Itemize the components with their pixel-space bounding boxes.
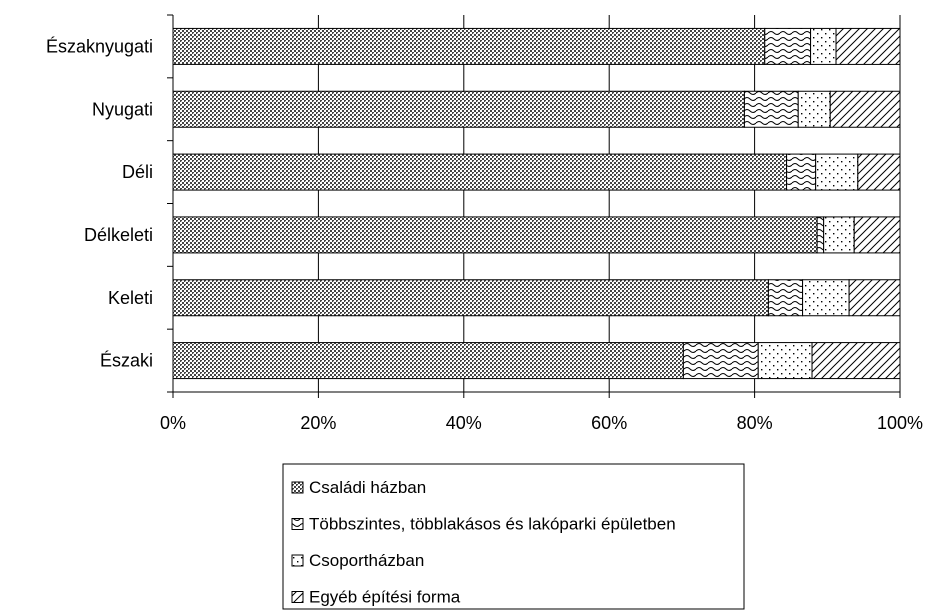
bar-segment bbox=[823, 216, 855, 254]
legend-swatch bbox=[291, 518, 304, 530]
bar-segment bbox=[172, 27, 766, 65]
bar-segment bbox=[172, 216, 818, 254]
bar-segment bbox=[786, 153, 817, 191]
category-label: Északi bbox=[100, 351, 153, 371]
x-tick-label: 100% bbox=[877, 413, 923, 433]
legend-label: Többszintes, többlakásos és lakóparki ép… bbox=[309, 515, 676, 534]
legend-swatch bbox=[291, 591, 304, 603]
bar-segment bbox=[848, 279, 901, 317]
gridlines bbox=[317, 15, 901, 392]
x-tick-label: 80% bbox=[737, 413, 773, 433]
x-tick-label: 20% bbox=[300, 413, 336, 433]
bar-segment bbox=[853, 216, 901, 254]
legend-swatch bbox=[291, 481, 304, 494]
axes bbox=[167, 14, 901, 398]
category-label: Nyugati bbox=[92, 99, 153, 119]
legend-label: Családi házban bbox=[309, 478, 426, 497]
bar-segment bbox=[682, 342, 759, 380]
bar-segment bbox=[743, 90, 799, 128]
bar-segment bbox=[764, 27, 812, 65]
category-label: Északnyugati bbox=[46, 36, 153, 56]
bar-segment bbox=[810, 27, 837, 65]
legend-box bbox=[282, 463, 745, 610]
bar-segment bbox=[757, 342, 813, 380]
bar-segment bbox=[835, 27, 901, 65]
x-tick-label: 40% bbox=[446, 413, 482, 433]
bar-segment bbox=[172, 279, 769, 317]
category-label: Déli bbox=[122, 162, 153, 182]
legend-label: Csoportházban bbox=[309, 551, 424, 570]
bar-segment bbox=[815, 153, 859, 191]
bar-segment bbox=[172, 342, 684, 380]
x-tick-label: 60% bbox=[591, 413, 627, 433]
legend: Családi házban Többszintes, többlakásos é… bbox=[282, 463, 745, 610]
legend-label: Egyéb építési forma bbox=[309, 588, 461, 607]
bar-segment bbox=[829, 90, 901, 128]
bar-segment bbox=[797, 90, 831, 128]
bar-segment bbox=[802, 279, 850, 317]
category-labels: Északnyugati Nyugati Déli Délkeleti Keleti És… bbox=[46, 36, 153, 370]
x-tick-labels: 0% 20% 40% 60% 80% 100% bbox=[160, 413, 923, 433]
bars bbox=[172, 27, 901, 380]
bar-segment bbox=[857, 153, 901, 191]
bar-segment bbox=[767, 279, 804, 317]
x-tick-label: 0% bbox=[160, 413, 186, 433]
legend-swatch bbox=[291, 554, 304, 567]
bar-segment bbox=[811, 342, 901, 380]
bar-segment bbox=[172, 153, 788, 191]
bar-segment bbox=[816, 216, 825, 254]
category-label: Délkeleti bbox=[84, 225, 153, 245]
bar-segment bbox=[172, 90, 745, 128]
category-label: Keleti bbox=[108, 288, 153, 308]
